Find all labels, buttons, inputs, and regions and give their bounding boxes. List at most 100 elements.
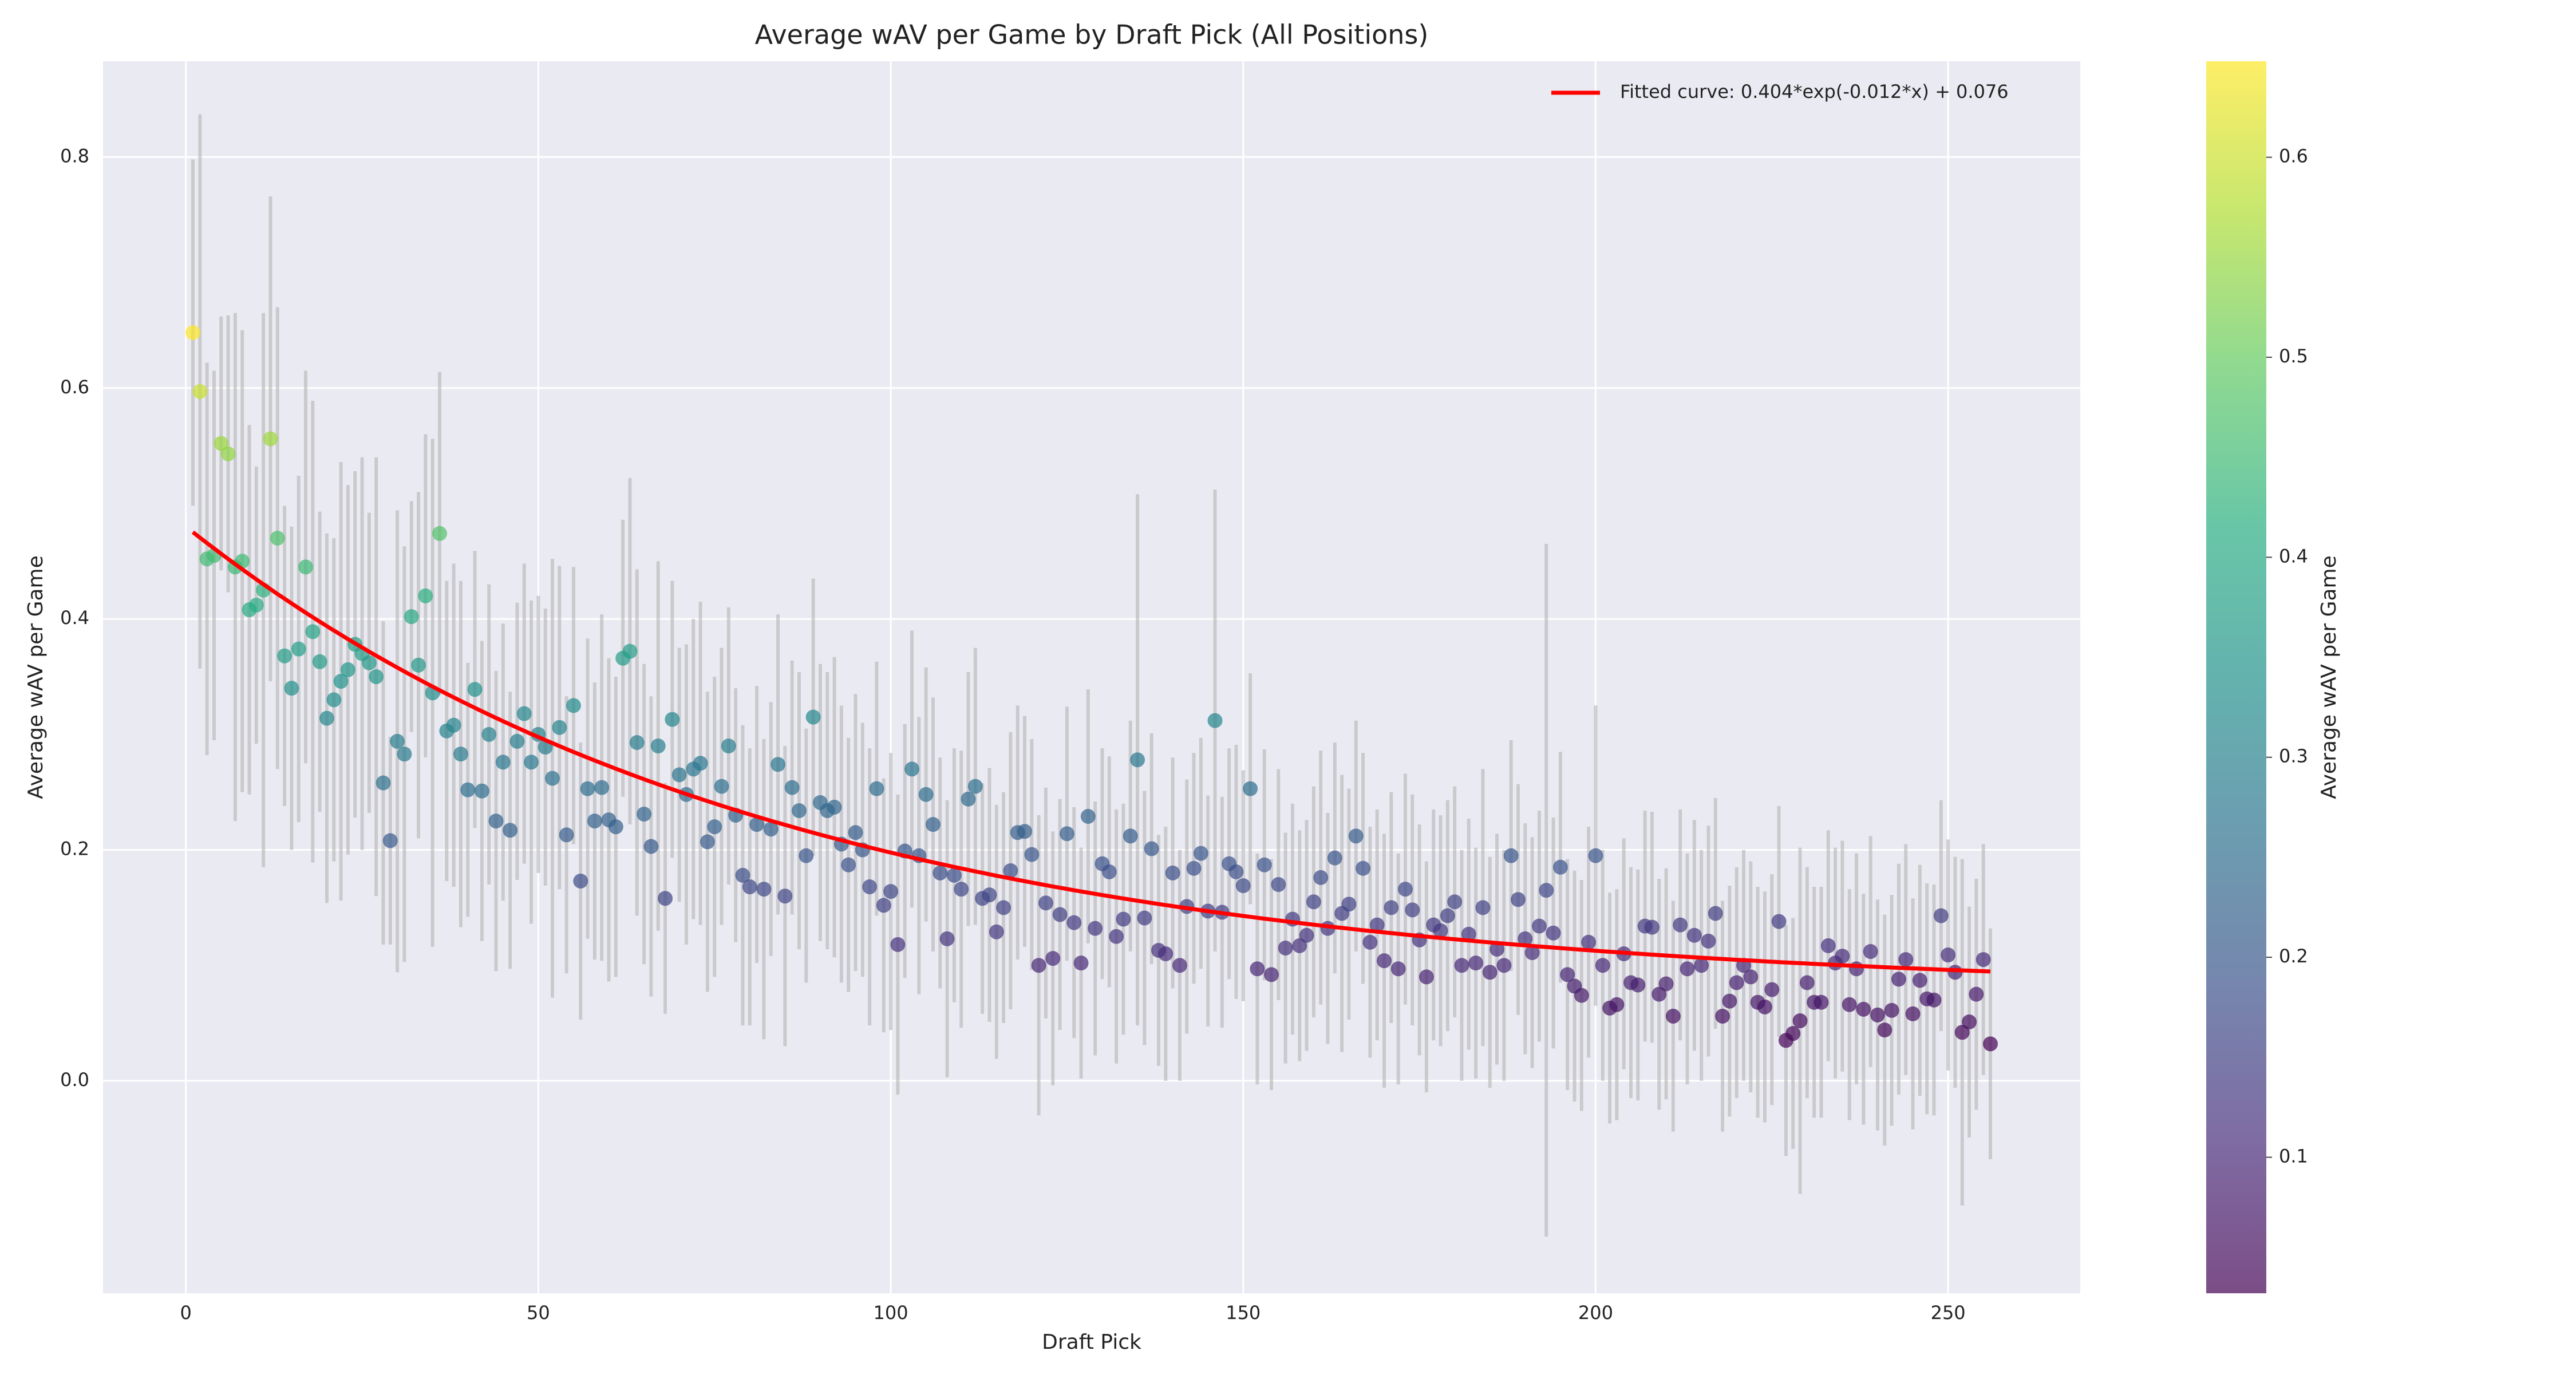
point — [467, 682, 483, 697]
point — [1362, 934, 1378, 950]
point — [1658, 976, 1674, 992]
point — [665, 712, 680, 727]
point — [643, 839, 659, 854]
colorbar-tick-label: 0.4 — [2279, 545, 2308, 567]
point — [1842, 997, 1857, 1012]
point — [946, 867, 962, 883]
point — [1588, 848, 1603, 863]
point — [1518, 931, 1533, 946]
point — [1038, 895, 1053, 911]
point — [453, 747, 468, 762]
point — [1665, 1008, 1681, 1024]
plot-background — [103, 61, 2080, 1293]
point — [1574, 988, 1589, 1003]
point — [390, 733, 405, 749]
fit-curve — [191, 530, 1991, 974]
point — [967, 779, 983, 794]
point — [1327, 850, 1342, 866]
point — [1785, 1026, 1801, 1041]
point — [1863, 944, 1878, 960]
point — [545, 771, 560, 786]
y-tick-label: 0.0 — [60, 1069, 89, 1091]
point — [460, 782, 476, 797]
x-axis-label: Draft Pick — [1042, 1330, 1141, 1354]
point — [333, 674, 349, 689]
point — [481, 727, 497, 742]
x-tick-label: 200 — [1578, 1302, 1613, 1324]
point — [1581, 934, 1597, 950]
point — [192, 384, 208, 399]
point — [1539, 883, 1554, 898]
point — [629, 735, 645, 750]
point — [1490, 941, 1505, 957]
point — [1101, 864, 1117, 879]
point — [1969, 986, 1984, 1002]
y-tick-label: 0.8 — [60, 145, 89, 167]
point — [411, 657, 426, 673]
point — [1158, 946, 1174, 962]
colorbar-tick-label: 0.3 — [2279, 745, 2308, 767]
point — [1356, 860, 1371, 876]
point — [1694, 958, 1709, 973]
point — [1377, 953, 1392, 969]
point — [1186, 860, 1202, 876]
y-tick-label: 0.2 — [60, 838, 89, 860]
point — [714, 779, 729, 794]
point — [637, 806, 652, 822]
point — [1673, 917, 1688, 933]
point — [1397, 882, 1413, 897]
point — [671, 767, 687, 783]
point — [1172, 958, 1187, 973]
point — [474, 783, 489, 799]
point — [220, 446, 236, 461]
point — [1856, 1001, 1871, 1017]
point — [982, 887, 997, 903]
point — [1390, 961, 1406, 977]
point — [827, 799, 842, 815]
point — [418, 588, 433, 603]
legend-label: Fitted curve: 0.404*exp(-0.012*x) + 0.07… — [1620, 81, 2009, 102]
colorbar — [2206, 61, 2266, 1293]
point — [1299, 927, 1314, 943]
point — [1686, 927, 1702, 943]
point — [291, 641, 306, 657]
point — [361, 655, 377, 670]
point — [432, 526, 447, 541]
point — [404, 609, 419, 625]
point — [1052, 907, 1068, 922]
point — [1757, 999, 1772, 1014]
point — [925, 817, 941, 832]
point — [883, 884, 899, 899]
point — [1877, 1022, 1893, 1038]
point — [1891, 972, 1906, 987]
point — [1764, 982, 1780, 997]
point — [1207, 713, 1223, 728]
point — [1292, 938, 1307, 953]
point — [1123, 828, 1138, 844]
point — [1440, 908, 1455, 923]
point — [1630, 977, 1646, 993]
point — [1941, 947, 1956, 963]
point — [495, 755, 511, 770]
point — [1257, 857, 1272, 872]
point — [721, 739, 736, 754]
point — [933, 865, 948, 881]
point — [1926, 992, 1942, 1008]
point — [1235, 878, 1251, 894]
point — [742, 879, 757, 895]
point — [1341, 897, 1357, 912]
point — [1066, 915, 1082, 930]
point — [763, 822, 779, 837]
point — [1278, 940, 1293, 956]
point — [1933, 908, 1949, 923]
point — [1419, 969, 1434, 985]
point — [1031, 958, 1046, 973]
point — [1814, 994, 1829, 1010]
point — [1792, 1013, 1808, 1029]
point — [1976, 952, 1991, 968]
point — [446, 717, 461, 733]
point — [376, 775, 391, 791]
y-tick-label: 0.4 — [60, 607, 89, 629]
point — [270, 530, 285, 546]
point — [1088, 921, 1103, 936]
